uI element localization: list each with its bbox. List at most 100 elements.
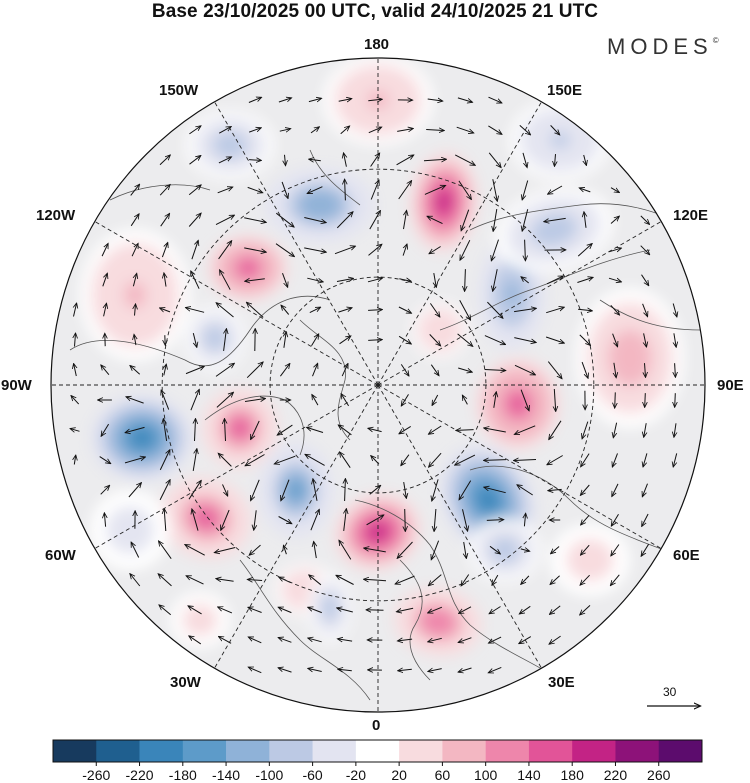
flow-arrow: [612, 514, 619, 525]
anomaly-negative-22: [308, 574, 352, 642]
flow-arrow: [364, 548, 386, 553]
flow-arrow: [217, 187, 233, 194]
flow-arrow: [675, 393, 676, 407]
flow-arrow: [550, 605, 561, 614]
flow-arrow: [402, 394, 409, 405]
flow-arrow: [279, 607, 292, 614]
flow-arrow: [554, 388, 555, 411]
flow-arrow: [581, 453, 590, 467]
flow-arrow: [130, 574, 141, 587]
flow-arrow: [488, 96, 502, 103]
colorbar-swatch: [53, 740, 97, 762]
flow-arrow: [185, 366, 204, 375]
flow-arrow: [400, 364, 408, 375]
lon-label-0: 0: [372, 717, 381, 734]
flow-arrow: [674, 333, 676, 346]
meridian-30: [377, 101, 542, 386]
flow-arrow: [546, 307, 564, 314]
flow-arrow: [218, 241, 232, 260]
flow-arrow: [584, 154, 587, 165]
flow-arrow: [458, 180, 471, 199]
flow-arrow: [460, 239, 471, 260]
lon-label-60e: 60E: [673, 547, 700, 564]
flow-arrow: [311, 334, 319, 346]
flow-arrow: [549, 635, 561, 644]
flow-arrow: [674, 423, 676, 436]
flow-arrow: [514, 364, 535, 374]
flow-arrow: [366, 515, 384, 526]
flow-arrow: [313, 479, 318, 501]
flow-arrow: [310, 510, 319, 531]
flow-arrow: [368, 310, 382, 311]
flow-arrow: [396, 575, 415, 584]
flow-arrow: [159, 185, 170, 196]
meridian-150: [377, 384, 542, 669]
flow-arrow: [642, 303, 648, 316]
flow-arrow: [188, 214, 201, 227]
flow-arrow: [432, 394, 439, 405]
graticule-layer: [51, 58, 705, 712]
flow-arrow: [163, 419, 168, 441]
flow-arrow: [309, 307, 320, 314]
anomaly-positive-8: [576, 288, 684, 428]
colorbar-tick-label: -220: [125, 767, 154, 783]
flow-arrow: [160, 214, 170, 227]
flow-arrow: [186, 308, 205, 313]
flow-arrow: [101, 365, 110, 376]
flow-arrow: [429, 452, 442, 467]
lon-label-120w: 120W: [36, 207, 76, 224]
flow-arrow: [190, 390, 199, 411]
flow-arrow: [432, 479, 439, 500]
flow-arrow: [368, 127, 381, 134]
flow-arrow: [429, 303, 439, 316]
flow-arrow: [308, 669, 322, 672]
flow-arrow: [427, 99, 443, 101]
flow-arrow: [434, 508, 436, 531]
flow-arrow: [339, 541, 352, 560]
flow-arrow: [188, 481, 201, 500]
flow-arrow: [429, 246, 441, 254]
flow-arrow: [218, 607, 233, 614]
flow-arrow: [159, 155, 170, 166]
flow-arrow: [219, 454, 232, 467]
flow-arrow: [159, 450, 169, 471]
flow-arrow: [459, 300, 471, 319]
flow-arrow: [520, 605, 531, 613]
flow-arrow: [398, 669, 412, 670]
reference-vector-label: 30: [663, 685, 677, 699]
flow-arrow: [215, 364, 234, 377]
lon-label-90e: 90E: [717, 377, 744, 394]
flow-arrow: [215, 547, 236, 553]
flow-arrow: [218, 157, 231, 164]
flow-arrow: [608, 248, 621, 253]
flow-arrow: [370, 154, 380, 167]
flow-arrow: [584, 212, 586, 228]
flow-arrow: [520, 389, 529, 411]
colorbar-swatch: [139, 740, 184, 762]
flow-arrow: [159, 605, 172, 616]
flow-arrow: [99, 456, 111, 464]
flow-arrow: [246, 362, 263, 379]
flow-arrow: [101, 244, 108, 257]
flow-arrow: [225, 419, 226, 442]
flow-arrow: [640, 245, 650, 255]
flow-arrow: [642, 513, 649, 526]
flow-arrow: [456, 430, 474, 431]
flow-arrow: [398, 639, 413, 641]
flow-arrow: [161, 243, 167, 258]
flow-arrow: [337, 608, 353, 613]
flow-arrow: [309, 575, 322, 586]
anomaly-negative-18: [265, 167, 375, 243]
flow-arrow: [131, 244, 138, 257]
flow-arrow: [404, 211, 407, 230]
flow-arrow: [404, 482, 407, 498]
flow-arrow: [336, 576, 354, 585]
flow-arrow: [424, 186, 445, 195]
flow-arrow: [551, 546, 560, 554]
colorbar-swatch: [226, 740, 270, 762]
flow-arrow: [370, 181, 379, 200]
flow-arrow: [336, 212, 352, 229]
flow-arrow: [514, 337, 535, 343]
flow-arrow: [135, 304, 136, 316]
colorbar-tick-label: 140: [517, 767, 541, 783]
